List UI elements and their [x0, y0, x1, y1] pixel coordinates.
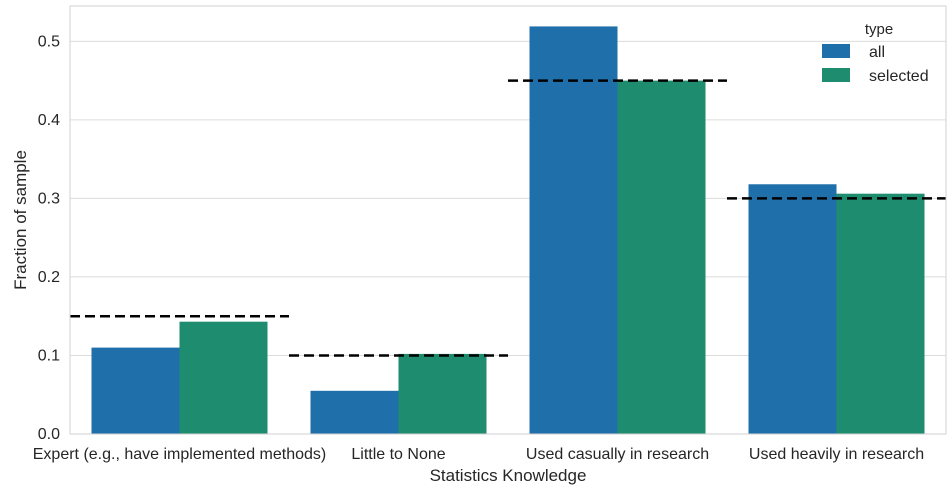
legend-swatch-all [822, 44, 850, 58]
bar-all-2 [529, 26, 618, 435]
y-tick-label: 0.5 [38, 33, 60, 50]
x-tick-label: Expert (e.g., have implemented methods) [33, 446, 326, 463]
bar-selected-1 [398, 353, 487, 434]
y-tick-label: 0.0 [38, 426, 60, 443]
y-tick-label: 0.2 [38, 269, 60, 286]
legend-entry-selected: selected [869, 68, 929, 85]
bar-selected-3 [836, 193, 925, 434]
bar-all-1 [310, 390, 399, 434]
bar-selected-2 [617, 80, 706, 435]
bars [91, 26, 925, 435]
legend: type all selected [822, 21, 929, 85]
bar-all-0 [91, 347, 180, 434]
x-tick-label: Used heavily in research [749, 446, 924, 463]
x-axis-label: Statistics Knowledge [430, 466, 587, 485]
y-tick-label: 0.3 [38, 190, 60, 207]
y-axis-label: Fraction of sample [11, 150, 30, 290]
legend-entry-all: all [869, 44, 885, 61]
y-tick-label: 0.4 [38, 112, 60, 129]
legend-swatch-selected [822, 68, 850, 82]
bar-selected-0 [179, 321, 268, 434]
x-tick-label: Used casually in research [526, 446, 709, 463]
reference-lines [70, 79, 946, 357]
bar-all-3 [748, 184, 837, 434]
plot-frame [69, 5, 947, 435]
y-tick-label: 0.1 [38, 347, 60, 364]
legend-title: type [865, 21, 893, 38]
x-tick-label: Little to None [351, 446, 445, 463]
y-axis-ticks: 0.0 0.1 0.2 0.3 0.4 0.5 [38, 33, 60, 443]
x-axis-ticks: Expert (e.g., have implemented methods) L… [33, 446, 924, 463]
